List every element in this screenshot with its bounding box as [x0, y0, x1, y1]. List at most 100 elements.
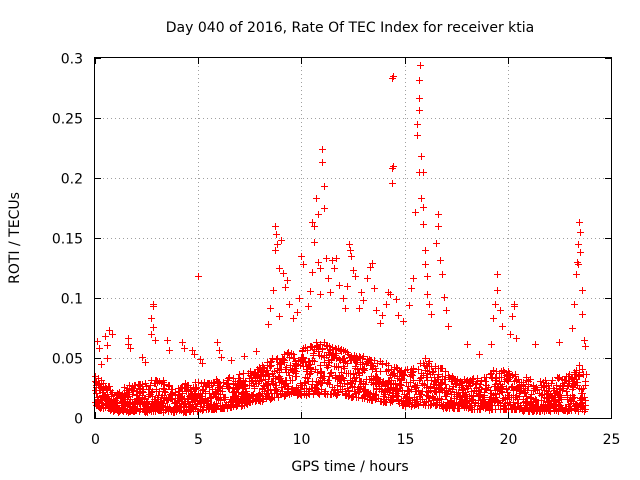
roti-point-band — [148, 389, 155, 396]
roti-point-band — [215, 387, 222, 394]
roti-point — [166, 347, 173, 354]
roti-point-band — [129, 391, 136, 398]
roti-point — [350, 267, 357, 274]
roti-point-band — [160, 385, 167, 392]
roti-point-band — [265, 371, 272, 378]
roti-point — [216, 347, 223, 354]
roti-point-band — [338, 369, 345, 376]
roti-point — [414, 132, 421, 139]
roti-point — [575, 261, 582, 268]
roti-point-band — [565, 382, 572, 389]
roti-point — [274, 241, 281, 248]
roti-point-band — [563, 388, 570, 395]
roti-point-band — [371, 357, 378, 364]
roti-point-band — [207, 395, 214, 402]
roti-point-band — [314, 342, 321, 349]
roti-point — [319, 159, 326, 166]
x-tick-label: 0 — [91, 432, 100, 448]
roti-point — [412, 209, 419, 216]
roti-point-band — [369, 366, 376, 373]
roti-point-band — [325, 377, 332, 384]
roti-point — [94, 338, 101, 345]
roti-point — [148, 331, 155, 338]
roti-point — [305, 303, 312, 310]
roti-point-band — [277, 361, 284, 368]
roti-point — [109, 331, 116, 338]
roti-point-band — [435, 371, 442, 378]
roti-point-band — [576, 373, 583, 380]
roti-point-band — [469, 396, 476, 403]
roti-point-band — [285, 349, 292, 356]
roti-point — [270, 287, 277, 294]
roti-point — [573, 271, 580, 278]
roti-point — [298, 253, 305, 260]
roti-point-band — [482, 378, 489, 385]
roti-point-band — [498, 374, 505, 381]
roti-point — [317, 265, 324, 272]
roti-point-band — [318, 386, 325, 393]
roti-point — [577, 229, 584, 236]
roti-point-band — [273, 356, 280, 363]
roti-point-band — [326, 373, 333, 380]
roti-point-band — [439, 365, 446, 372]
roti-point-band — [582, 378, 589, 385]
roti-point-band — [517, 388, 524, 395]
roti-point — [364, 275, 371, 282]
roti-point — [416, 77, 423, 84]
roti-point-band — [201, 379, 208, 386]
roti-point-band — [281, 357, 288, 364]
roti-point-band — [478, 377, 485, 384]
roti-point-band — [316, 391, 323, 398]
roti-point — [214, 339, 221, 346]
roti-point — [150, 324, 157, 331]
roti-point-band — [423, 374, 430, 381]
roti-point-band — [570, 398, 577, 405]
roti-point — [280, 270, 287, 277]
roti-point-band — [505, 378, 512, 385]
roti-point — [379, 312, 386, 319]
roti-point-band — [92, 378, 99, 385]
roti-point — [296, 295, 303, 302]
roti-point-band — [147, 382, 154, 389]
roti-point — [414, 121, 421, 128]
roti-point — [329, 257, 336, 264]
roti-point-band — [290, 351, 297, 358]
roti-point-band — [106, 397, 113, 404]
roti-point — [148, 315, 155, 322]
roti-point — [340, 295, 347, 302]
roti-point-band — [325, 362, 332, 369]
roti-point — [276, 265, 283, 272]
roti-point-band — [581, 394, 588, 401]
roti-point-band — [297, 362, 304, 369]
roti-point-band — [329, 344, 336, 351]
roti-point-band — [133, 407, 140, 414]
roti-point-band — [583, 371, 590, 378]
roti-point-band — [289, 385, 296, 392]
roti-point-band — [283, 380, 290, 387]
roti-point — [420, 204, 427, 211]
roti-point — [265, 321, 272, 328]
roti-point-band — [326, 351, 333, 358]
roti-point-band — [139, 381, 146, 388]
roti-point-band — [379, 379, 386, 386]
roti-point-band — [558, 396, 565, 403]
roti-point — [315, 259, 322, 266]
roti-point-band — [318, 353, 325, 360]
roti-point-band — [527, 394, 534, 401]
roti-point-band — [490, 367, 497, 374]
roti-point-band — [247, 368, 254, 375]
roti-point — [98, 361, 105, 368]
roti-point — [278, 237, 285, 244]
roti-point-band — [341, 365, 348, 372]
roti-point-band — [492, 374, 499, 381]
roti-point — [581, 337, 588, 344]
roti-point-band — [271, 368, 278, 375]
roti-point-band — [172, 389, 179, 396]
roti-point-band — [127, 396, 134, 403]
roti-point-band — [512, 373, 519, 380]
roti-point — [272, 223, 279, 230]
roti-point-band — [232, 392, 239, 399]
y-tick-label: 0.1 — [61, 292, 83, 308]
roti-point — [342, 305, 349, 312]
roti-point — [139, 354, 146, 361]
